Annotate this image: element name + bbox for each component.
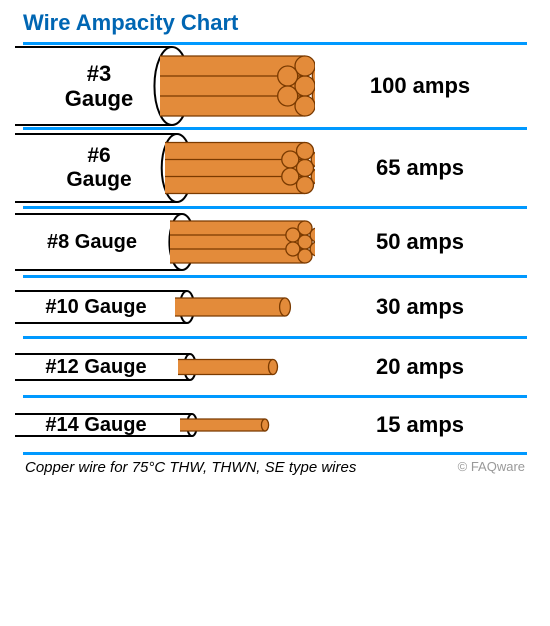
wire-graphic: #14 Gauge — [15, 398, 315, 452]
gauge-label: #14 Gauge — [31, 414, 161, 437]
amps-label: 65 amps — [315, 155, 535, 181]
amps-label: 30 amps — [315, 294, 535, 320]
wire-row: #8 Gauge 50 amps — [15, 209, 535, 275]
footer: Copper wire for 75°C THW, THWN, SE type … — [15, 455, 535, 476]
gauge-label: #12 Gauge — [31, 356, 161, 379]
amps-label: 100 amps — [315, 73, 535, 99]
wire-graphic: #12 Gauge — [15, 339, 315, 395]
wire-row: #12 Gauge 20 amps — [15, 339, 535, 395]
wire-graphic: #8 Gauge — [15, 209, 315, 275]
gauge-label: #10 Gauge — [31, 296, 161, 319]
wire-row: #14 Gauge 15 amps — [15, 398, 535, 452]
footnote: Copper wire for 75°C THW, THWN, SE type … — [25, 459, 356, 476]
wire-graphic: #6Gauge — [15, 130, 315, 206]
rows-container: #3Gauge 100 amps #6Gauge 65 amps #8 Gaug… — [15, 45, 535, 455]
gauge-label: #6Gauge — [59, 144, 139, 192]
gauge-label: #3Gauge — [59, 61, 139, 112]
gauge-label: #8 Gauge — [37, 231, 147, 254]
wire-row: #6Gauge 65 amps — [15, 130, 535, 206]
wire-row: #10 Gauge 30 amps — [15, 278, 535, 336]
wire-graphic: #10 Gauge — [15, 278, 315, 336]
amps-label: 15 amps — [315, 412, 535, 438]
amps-label: 20 amps — [315, 354, 535, 380]
amps-label: 50 amps — [315, 229, 535, 255]
copyright: © FAQware — [458, 459, 525, 474]
wire-row: #3Gauge 100 amps — [15, 45, 535, 127]
ampacity-chart: Wire Ampacity Chart #3Gauge 100 amps #6G… — [0, 0, 550, 626]
wire-graphic: #3Gauge — [15, 45, 315, 127]
chart-title: Wire Ampacity Chart — [23, 10, 535, 36]
